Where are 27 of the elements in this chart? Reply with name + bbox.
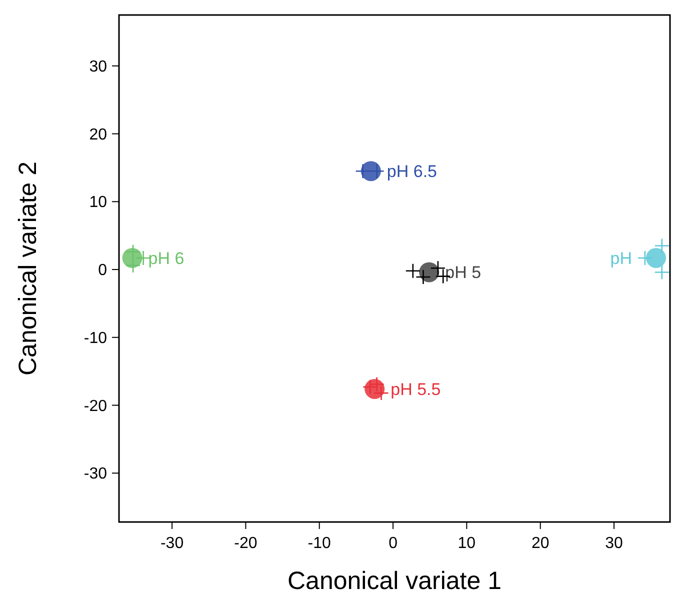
x-tick-label: 30 [605, 535, 624, 552]
y-tick-label: 20 [89, 126, 108, 144]
x-tick-label: 0 [388, 535, 398, 552]
series-label: pH 6.5 [386, 162, 438, 182]
y-tick-label: -20 [84, 398, 108, 415]
x-tick-label: -30 [160, 535, 184, 552]
x-tick-label: 10 [458, 535, 476, 552]
x-tick-label: -20 [234, 535, 258, 552]
series-label: pH 5 [445, 263, 482, 282]
point [405, 263, 421, 279]
y-axis-title: Canonical variate 2 [14, 161, 42, 376]
point [654, 238, 670, 254]
x-tick-label: 20 [531, 535, 550, 552]
y-tick-label: 30 [89, 58, 108, 76]
x-tick-label: -10 [308, 535, 332, 552]
point [646, 248, 666, 268]
point [355, 163, 370, 179]
series-label: pH 6 [148, 248, 184, 268]
y-tick-label: -30 [84, 466, 108, 483]
point [654, 264, 670, 280]
y-tick-label: 0 [98, 262, 108, 280]
y-tick-label: -10 [84, 330, 108, 347]
y-tick-label: 10 [89, 194, 108, 212]
series-label: pH [610, 248, 632, 268]
point [637, 250, 653, 266]
x-axis-title: Canonical variate 1 [287, 567, 502, 595]
series-label: pH 5.5 [390, 380, 441, 399]
